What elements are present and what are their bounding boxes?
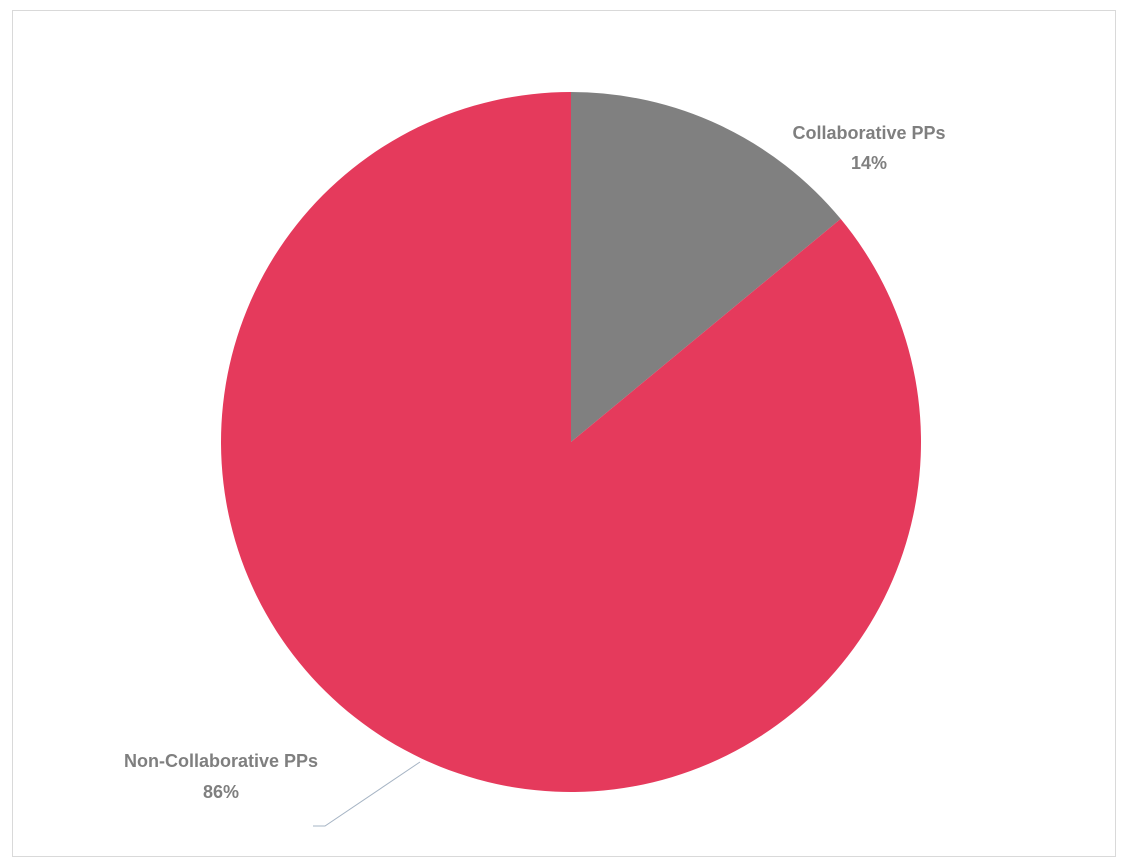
pie-slice-collaborative-pps [571, 92, 841, 442]
data-label-collaborative: Collaborative PPs 14% [792, 123, 945, 173]
data-label-collaborative-percent: 14% [851, 153, 887, 173]
data-labels: Collaborative PPs 14% Non-Collaborative … [124, 123, 946, 802]
data-label-non-collaborative-name: Non-Collaborative PPs [124, 751, 318, 771]
data-label-non-collaborative: Non-Collaborative PPs 86% [124, 751, 318, 802]
leader-line-non-collaborative [313, 761, 421, 827]
pie-slice-non-collaborative-pps [221, 92, 922, 792]
data-label-non-collaborative-percent: 86% [203, 782, 239, 802]
data-label-collaborative-name: Collaborative PPs [792, 123, 945, 143]
pie-slices [221, 92, 922, 792]
